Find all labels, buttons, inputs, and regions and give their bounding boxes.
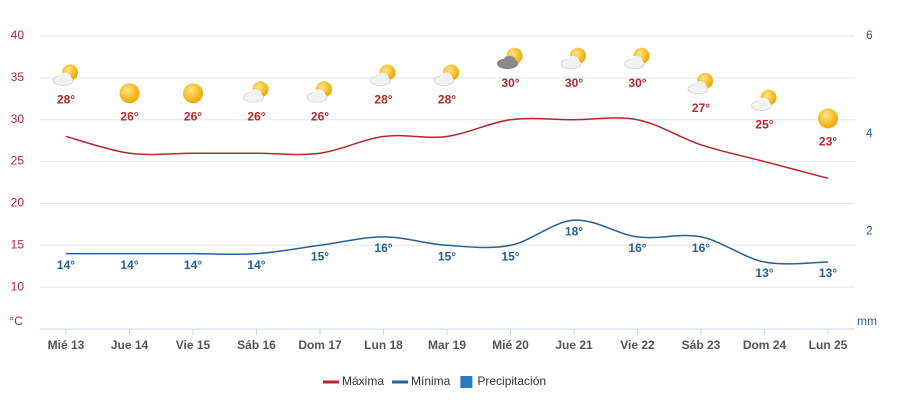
data-label: 14° (57, 258, 75, 272)
weather-icon (119, 83, 140, 104)
data-label: 30° (501, 76, 519, 90)
weather-icon (624, 47, 650, 70)
data-label: 26° (184, 109, 202, 123)
cloud (376, 72, 389, 83)
data-label: 30° (628, 76, 646, 90)
sun (183, 83, 203, 104)
y2-axis-title: mm (857, 314, 877, 328)
weather-icon (306, 81, 332, 103)
data-label: 14° (120, 258, 138, 272)
weather-icon (497, 47, 523, 70)
data-label: 28° (438, 93, 456, 107)
x-tick-label: Mié 20 (492, 338, 529, 352)
data-label: 26° (247, 109, 265, 123)
legend-label: Precipitación (477, 374, 546, 388)
cloud (503, 55, 516, 66)
data-label: 15° (501, 249, 519, 263)
cloud (757, 97, 770, 108)
legend-label: Máxima (342, 374, 384, 388)
cloud (440, 72, 452, 83)
series-line (65, 117, 829, 180)
x-tick-label: Lun 18 (364, 338, 403, 352)
x-tick-label: Sáb 16 (237, 338, 276, 352)
data-label: 16° (692, 241, 710, 255)
weather-icon (560, 47, 586, 70)
data-label: 15° (438, 249, 456, 263)
cloud (59, 72, 71, 83)
data-label: 18° (565, 224, 583, 238)
x-tick-label: Jue 21 (555, 338, 593, 352)
weather-icon (433, 64, 459, 86)
data-label: 16° (374, 241, 392, 255)
y-tick-label: 15 (11, 237, 25, 251)
y2-tick-label: 4 (866, 126, 873, 140)
sun (818, 108, 838, 129)
x-tick-label: Vie 22 (620, 338, 655, 352)
sun (119, 83, 140, 104)
weather-icon (183, 83, 203, 104)
weather-icon (243, 81, 269, 103)
y-tick-label: 40 (11, 28, 25, 42)
weather-icon (751, 89, 777, 111)
weather-icon (370, 64, 396, 86)
series-line (66, 219, 829, 265)
x-tick-label: Dom 24 (743, 338, 787, 352)
y-tick-label: 25 (11, 154, 25, 168)
y-axis-title: °C (9, 314, 23, 328)
x-tick-label: Sáb 23 (682, 338, 721, 352)
data-label: 14° (247, 258, 265, 272)
data-label: 15° (311, 249, 329, 263)
data-label: 13° (755, 266, 773, 280)
x-tick-label: Jue 14 (111, 338, 149, 352)
data-label: 28° (57, 93, 75, 107)
weather-icon (52, 64, 78, 86)
legend-swatch (460, 376, 473, 388)
data-label: 14° (184, 258, 202, 272)
legend-label: Mínima (411, 374, 451, 388)
cloud (313, 89, 325, 100)
y-tick-label: 10 (11, 279, 25, 293)
data-label: 28° (374, 93, 392, 107)
data-label: 26° (120, 109, 138, 123)
x-tick-label: Lun 25 (809, 338, 848, 352)
cloud (694, 80, 706, 91)
cloud (630, 55, 643, 66)
cloud (567, 55, 579, 66)
cloud (249, 89, 262, 100)
y2-tick-label: 2 (866, 224, 873, 238)
x-tick-label: Vie 15 (176, 338, 211, 352)
weather-icon (687, 72, 713, 95)
x-tick-label: Mar 19 (428, 338, 466, 352)
y-tick-label: 20 (11, 196, 25, 210)
data-label: 13° (819, 266, 837, 280)
data-label: 23° (819, 134, 837, 148)
data-label: 16° (628, 241, 646, 255)
y2-tick-label: 6 (866, 28, 873, 42)
data-label: 25° (755, 118, 773, 132)
y-tick-label: 30 (11, 112, 25, 126)
y-tick-label: 35 (11, 70, 25, 84)
x-tick-label: Mié 13 (48, 338, 85, 352)
x-tick-label: Dom 17 (298, 338, 342, 352)
weather-icon (818, 108, 838, 129)
data-label: 26° (311, 109, 329, 123)
data-label: 30° (565, 76, 583, 90)
data-label: 27° (692, 101, 710, 115)
